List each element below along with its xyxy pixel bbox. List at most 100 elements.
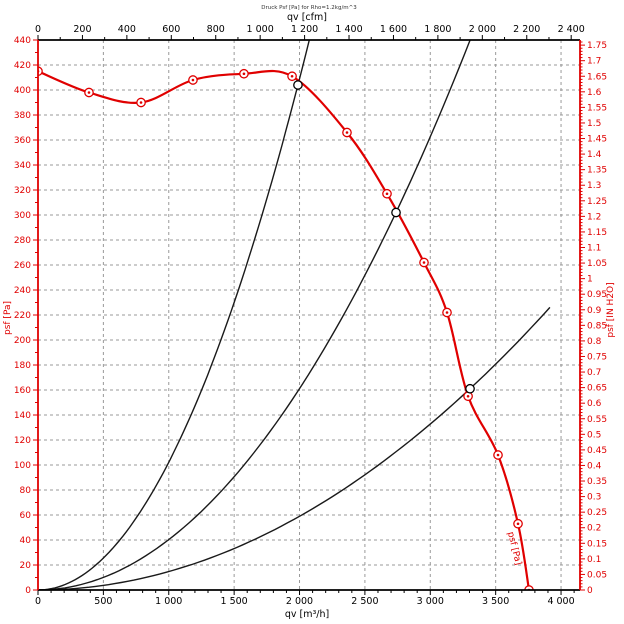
top-tick-label: 200 bbox=[73, 24, 91, 35]
left-tick-label: 40 bbox=[20, 536, 32, 546]
left-tick-label: 400 bbox=[14, 86, 31, 96]
right-tick-label: 1.05 bbox=[587, 259, 607, 269]
right-tick-label: 0.8 bbox=[587, 337, 602, 347]
left-tick-label: 300 bbox=[14, 211, 31, 221]
curves-layer bbox=[38, 40, 551, 590]
right-tick-label: 0.85 bbox=[587, 321, 607, 331]
top-tick-label: 600 bbox=[162, 24, 180, 35]
axis-spines bbox=[37, 39, 581, 591]
top-tick-label: 2 400 bbox=[558, 24, 585, 35]
top-tick-label: 400 bbox=[118, 24, 136, 35]
bottom-tick-label: 500 bbox=[94, 596, 112, 607]
fan-curve-marker-dot bbox=[139, 101, 143, 104]
left-tick-label: 240 bbox=[14, 286, 31, 296]
top-tick-label: 800 bbox=[207, 24, 225, 35]
right-tick-label: 1 bbox=[587, 275, 593, 285]
left-tick-label: 320 bbox=[14, 186, 31, 196]
left-tick-label: 200 bbox=[14, 336, 31, 346]
operating-point-marker bbox=[465, 383, 475, 394]
right-tick-label: 0.5 bbox=[587, 430, 601, 440]
right-tick-label: 0.6 bbox=[587, 399, 602, 409]
right-tick-label: 0.45 bbox=[587, 446, 607, 456]
right-tick-label: 0.3 bbox=[587, 493, 601, 503]
right-tick-label: 1.2 bbox=[587, 212, 601, 222]
right-tick-label: 0.05 bbox=[587, 570, 607, 580]
right-tick-label: 0.75 bbox=[587, 352, 607, 362]
fan-pressure-curve bbox=[38, 69, 531, 590]
left-tick-label: 120 bbox=[14, 436, 31, 446]
fan-curve-marker-dot bbox=[242, 72, 246, 76]
left-tick-label: 160 bbox=[14, 386, 31, 396]
fan-curve-marker-dot bbox=[496, 453, 500, 457]
bottom-tick-label: 3 000 bbox=[417, 596, 444, 607]
left-tick-label: 180 bbox=[14, 361, 31, 371]
fan-curve-marker-dot bbox=[87, 91, 91, 94]
operating-point-marker bbox=[391, 207, 401, 218]
left-tick-label: 100 bbox=[14, 461, 31, 471]
right-tick-label: 1.7 bbox=[587, 57, 601, 67]
fan-curve-marker-dot bbox=[385, 192, 389, 196]
top-tick-label: 1 000 bbox=[247, 24, 274, 35]
right-tick-label: 0.35 bbox=[587, 477, 607, 487]
system-resistance-curve bbox=[38, 40, 471, 590]
fan-curve-marker-dot bbox=[345, 131, 349, 134]
left-tick-label: 440 bbox=[14, 36, 31, 46]
fan-curve-marker-dot bbox=[466, 394, 470, 398]
top-tick-label: 1 200 bbox=[291, 24, 318, 35]
bottom-tick-label: 1 000 bbox=[155, 596, 182, 607]
right-tick-label: 0.4 bbox=[587, 461, 602, 471]
fan-curve-marker-dot bbox=[445, 311, 449, 314]
left-tick-label: 340 bbox=[14, 161, 31, 171]
top-tick-label: 2 200 bbox=[513, 24, 540, 35]
bottom-tick-label: 3 500 bbox=[482, 596, 509, 607]
operating-point-marker bbox=[293, 80, 303, 90]
left-tick-label: 360 bbox=[14, 136, 31, 146]
bottom-axis-label: qv [m³/h] bbox=[285, 609, 329, 620]
right-tick-label: 0.25 bbox=[587, 508, 607, 518]
fan-curve-marker-dot bbox=[516, 522, 520, 526]
left-tick-label: 280 bbox=[14, 236, 31, 246]
fan-curve-marker-dot bbox=[191, 78, 195, 82]
right-tick-label: 1.25 bbox=[587, 197, 607, 207]
bottom-tick-label: 1 500 bbox=[221, 596, 248, 607]
right-tick-label: 0.65 bbox=[587, 384, 607, 394]
system-resistance-curve bbox=[38, 40, 310, 590]
right-axis-label: psf [IN H2O] bbox=[606, 282, 616, 337]
right-tick-label: 0.15 bbox=[587, 539, 607, 549]
left-tick-label: 140 bbox=[14, 411, 31, 421]
bottom-tick-label: 2 000 bbox=[286, 596, 313, 607]
top-tick-label: 1 400 bbox=[335, 24, 362, 35]
right-tick-label: 1.1 bbox=[587, 244, 601, 254]
left-tick-label: 60 bbox=[20, 511, 32, 521]
right-tick-label: 0.55 bbox=[587, 415, 607, 425]
right-tick-label: 1.35 bbox=[587, 166, 607, 176]
bottom-tick-label: 0 bbox=[35, 596, 41, 607]
top-tick-label: 0 bbox=[35, 24, 41, 35]
right-tick-label: 1.65 bbox=[587, 72, 607, 82]
right-tick-label: 1.45 bbox=[587, 135, 607, 145]
right-tick-label: 0.95 bbox=[587, 290, 607, 300]
tick-labels: 0 200 400 600 800 1 000 1 200 1 400 1 600 1 800 2 … bbox=[14, 24, 607, 607]
left-axis-label: psf [Pa] bbox=[3, 301, 13, 335]
right-tick-label: 0.1 bbox=[587, 555, 601, 565]
right-tick-label: 0.9 bbox=[587, 306, 602, 316]
right-tick-label: 0.2 bbox=[587, 524, 601, 534]
bottom-tick-label: 2 500 bbox=[351, 596, 378, 607]
left-tick-label: 420 bbox=[14, 61, 31, 71]
top-axis-label: qv [cfm] bbox=[287, 12, 327, 23]
right-tick-label: 1.5 bbox=[587, 119, 601, 129]
right-tick-label: 1.6 bbox=[587, 88, 602, 98]
right-tick-label: 1.55 bbox=[587, 103, 607, 113]
left-tick-label: 0 bbox=[25, 586, 31, 596]
chart-title: Druck Psf [Pa] for Rho=1.2kg/m^3 bbox=[261, 5, 357, 11]
left-tick-label: 80 bbox=[20, 486, 32, 496]
system-resistance-curve bbox=[38, 306, 551, 590]
grid-lines bbox=[38, 40, 580, 590]
right-tick-label: 1.15 bbox=[587, 228, 607, 238]
right-tick-label: 1.75 bbox=[587, 41, 607, 51]
left-tick-label: 220 bbox=[14, 311, 31, 321]
right-tick-label: 0 bbox=[587, 586, 593, 596]
top-tick-label: 1 800 bbox=[424, 24, 451, 35]
